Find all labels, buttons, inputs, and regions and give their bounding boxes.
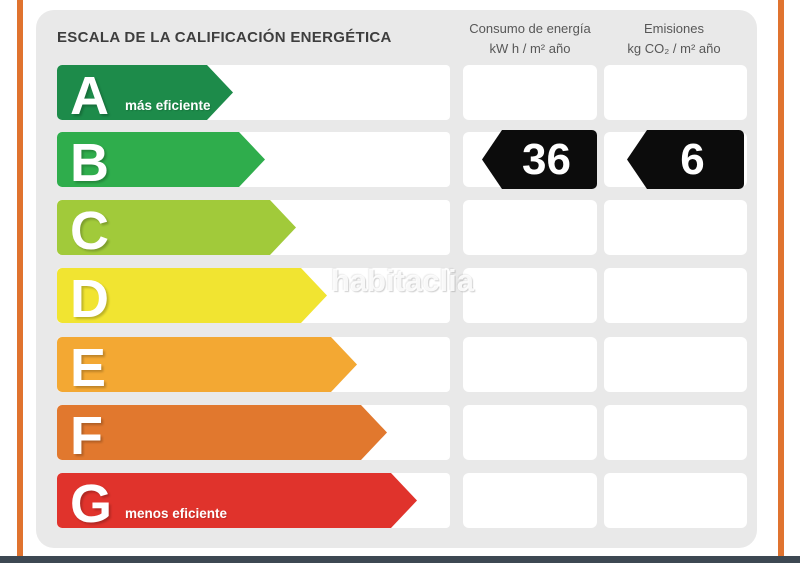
rating-row-a: A más eficiente: [36, 65, 757, 120]
left-accent-bar: [17, 0, 23, 556]
page-title: ESCALA DE LA CALIFICACIÓN ENERGÉTICA: [57, 29, 392, 46]
rating-row-g: G menos eficiente: [36, 473, 757, 528]
emissions-cell-e: [604, 337, 747, 392]
rating-arrow-g: G menos eficiente: [57, 473, 417, 528]
rating-row-e: E: [36, 337, 757, 392]
consumption-cell-c: [463, 200, 597, 255]
rating-arrow-b: B: [57, 132, 265, 187]
consumption-cell-a: [463, 65, 597, 120]
rating-arrow-f: F: [57, 405, 387, 460]
consumption-header-unit: kW h / m² año: [489, 41, 571, 57]
rating-arrow-c: C: [57, 200, 296, 255]
emissions-value: 6: [680, 134, 705, 184]
rating-letter-b: B: [70, 133, 109, 193]
emissions-value-arrow: 6: [627, 130, 744, 189]
consumption-cell-g: [463, 473, 597, 528]
watermark-swoosh-icon: [337, 296, 363, 305]
emissions-cell-a: [604, 65, 747, 120]
rating-letter-e: E: [70, 338, 107, 398]
watermark: habitaclia: [331, 263, 474, 305]
consumption-column-header: Consumo de energía kW h / m² año: [457, 19, 603, 59]
consumption-value-arrow: 36: [482, 130, 597, 189]
rating-note-g: menos eficiente: [125, 506, 228, 521]
rating-row-b: 36 6 B: [36, 130, 757, 189]
emissions-column-header: Emisiones kg CO₂ / m² año: [599, 19, 749, 59]
rating-letter-c: C: [70, 201, 109, 261]
watermark-text: habitaclia: [331, 263, 474, 298]
consumption-cell-b: 36: [463, 130, 597, 189]
emissions-cell-d: [604, 268, 747, 323]
bottom-edge-bar: [0, 556, 800, 563]
rating-row-c: C: [36, 200, 757, 255]
consumption-cell-e: [463, 337, 597, 392]
rating-letter-a: A: [70, 66, 109, 126]
rating-arrow-a: A más eficiente: [57, 65, 233, 120]
emissions-cell-c: [604, 200, 747, 255]
emissions-cell-f: [604, 405, 747, 460]
emissions-cell-g: [604, 473, 747, 528]
consumption-header-title: Consumo de energía: [469, 21, 591, 36]
rating-letter-d: D: [70, 269, 109, 329]
rating-note-a: más eficiente: [125, 98, 211, 113]
emissions-header-title: Emisiones: [644, 21, 704, 36]
emissions-header-unit: kg CO₂ / m² año: [627, 41, 721, 57]
right-accent-bar: [778, 0, 784, 556]
rating-letter-g: G: [70, 474, 113, 534]
consumption-cell-d: [463, 268, 597, 323]
rating-arrow-d: D: [57, 268, 327, 323]
energy-rating-panel: ESCALA DE LA CALIFICACIÓN ENERGÉTICA Con…: [36, 10, 757, 548]
rating-letter-f: F: [70, 406, 103, 466]
rating-row-f: F: [36, 405, 757, 460]
rating-row-d: D: [36, 268, 757, 323]
consumption-cell-f: [463, 405, 597, 460]
consumption-value: 36: [522, 134, 571, 184]
emissions-cell-b: 6: [604, 130, 747, 189]
rating-arrow-e: E: [57, 337, 357, 392]
